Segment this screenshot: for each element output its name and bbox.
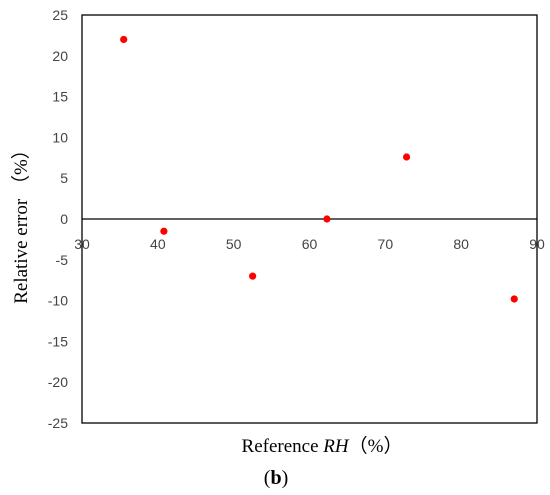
- y-tick-labels: 25 20 15 10 5 0 -5 -10 -15 -20 -25: [48, 7, 68, 431]
- x-tick-label: 90: [529, 236, 545, 252]
- x-tick-labels: 30 40 50 60 70 80 90: [74, 236, 545, 252]
- x-axis-label-unit: （%）: [349, 435, 403, 457]
- caption-letter: b: [270, 467, 281, 489]
- y-tick-label: -25: [48, 415, 68, 431]
- y-tick-label: 5: [60, 170, 68, 186]
- y-tick-label: -10: [48, 293, 68, 309]
- data-point: [323, 215, 331, 223]
- caption-open-paren: (: [264, 467, 271, 489]
- x-tick-label: 80: [453, 236, 469, 252]
- y-tick-label: 20: [52, 48, 68, 64]
- x-tick-label: 60: [302, 236, 318, 252]
- data-point: [249, 272, 257, 280]
- x-tick-label: 40: [150, 236, 166, 252]
- y-tick-label: -5: [56, 252, 69, 268]
- x-axis-label-variable: RH: [322, 436, 350, 457]
- y-tick-label: 10: [52, 129, 68, 145]
- y-tick-label: -20: [48, 374, 68, 390]
- figure-caption: (b): [264, 467, 288, 489]
- x-tick-label: 30: [74, 236, 90, 252]
- y-tick-label: 25: [52, 7, 68, 23]
- x-axis-label: Reference RH（%）: [242, 435, 403, 457]
- y-tick-label: -15: [48, 333, 68, 349]
- caption-close-paren: ): [282, 467, 289, 489]
- y-axis-label: Relative error （%）: [10, 140, 32, 304]
- x-axis-label-prefix: Reference: [242, 436, 324, 457]
- data-point: [402, 153, 411, 161]
- x-tick-label: 50: [226, 236, 242, 252]
- data-point: [160, 227, 168, 235]
- data-point: [120, 35, 128, 44]
- x-tick-label: 70: [378, 236, 394, 252]
- data-points: [120, 35, 518, 303]
- data-point: [510, 295, 518, 303]
- y-tick-label: 0: [60, 211, 68, 227]
- y-tick-label: 15: [52, 89, 68, 105]
